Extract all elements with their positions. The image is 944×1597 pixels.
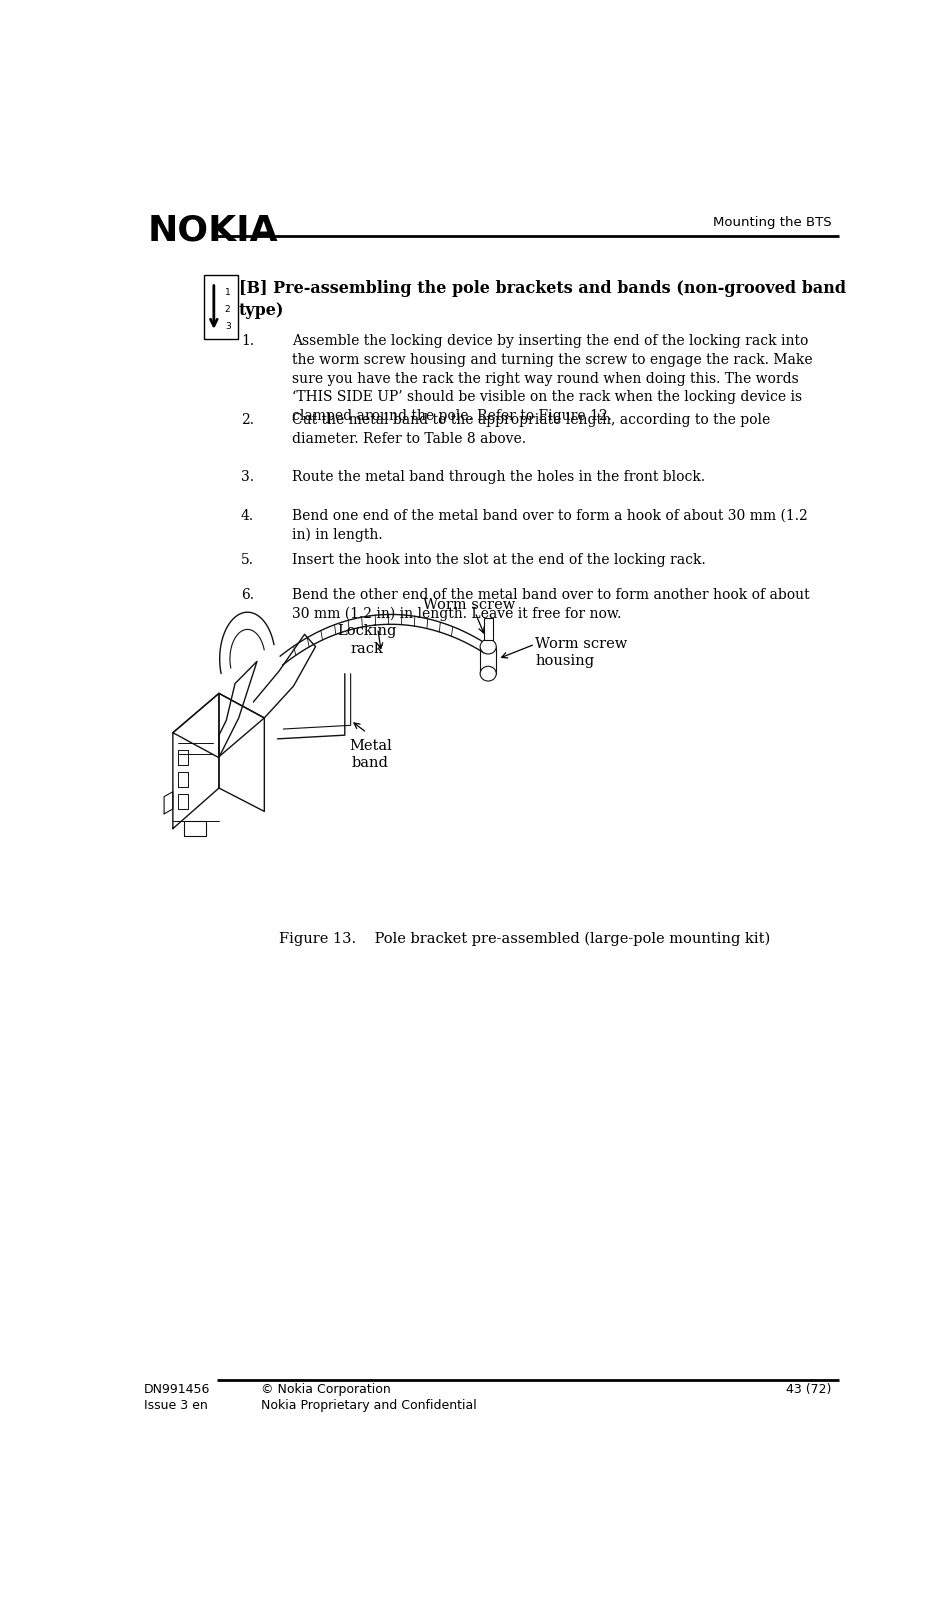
- Text: 3: 3: [225, 323, 230, 331]
- Text: Nokia Proprietary and Confidential: Nokia Proprietary and Confidential: [261, 1399, 477, 1412]
- Text: Route the metal band through the holes in the front block.: Route the metal band through the holes i…: [292, 470, 705, 484]
- Text: 1.: 1.: [241, 334, 254, 348]
- Text: 4.: 4.: [241, 509, 254, 522]
- Ellipse shape: [480, 639, 497, 655]
- Text: NOKIA: NOKIA: [147, 214, 278, 248]
- Text: 2: 2: [225, 305, 230, 313]
- Text: Worm screw
housing: Worm screw housing: [535, 637, 627, 668]
- Text: Mounting the BTS: Mounting the BTS: [713, 216, 832, 230]
- Text: Bend one end of the metal band over to form a hook of about 30 mm (1.2
in) in le: Bend one end of the metal band over to f…: [292, 509, 808, 541]
- Text: Bend the other end of the metal band over to form another hook of about
30 mm (1: Bend the other end of the metal band ove…: [292, 588, 810, 621]
- Text: 3.: 3.: [241, 470, 254, 484]
- Text: Insert the hook into the slot at the end of the locking rack.: Insert the hook into the slot at the end…: [292, 553, 706, 567]
- Text: Assemble the locking device by inserting the end of the locking rack into
the wo: Assemble the locking device by inserting…: [292, 334, 813, 423]
- Text: DN991456: DN991456: [143, 1383, 210, 1396]
- Text: 43 (72): 43 (72): [786, 1383, 832, 1396]
- Bar: [204, 275, 238, 339]
- Text: type): type): [239, 302, 284, 319]
- Bar: [483, 618, 493, 640]
- Text: Issue 3 en: Issue 3 en: [143, 1399, 208, 1412]
- Text: 2.: 2.: [241, 414, 254, 426]
- Text: 6.: 6.: [241, 588, 254, 602]
- Text: 5.: 5.: [241, 553, 254, 567]
- Ellipse shape: [480, 666, 497, 680]
- Text: Cut the metal band to the appropriate length, according to the pole
diameter. Re: Cut the metal band to the appropriate le…: [292, 414, 770, 446]
- Text: Worm screw: Worm screw: [423, 599, 515, 612]
- Text: Locking
rack: Locking rack: [337, 624, 396, 656]
- Text: Metal
band: Metal band: [349, 739, 392, 770]
- Text: © Nokia Corporation: © Nokia Corporation: [261, 1383, 391, 1396]
- Text: 1: 1: [225, 287, 230, 297]
- Text: [B] Pre-assembling the pole brackets and bands (non-grooved band: [B] Pre-assembling the pole brackets and…: [239, 279, 846, 297]
- Text: Figure 13.    Pole bracket pre-assembled (large-pole mounting kit): Figure 13. Pole bracket pre-assembled (l…: [279, 933, 770, 947]
